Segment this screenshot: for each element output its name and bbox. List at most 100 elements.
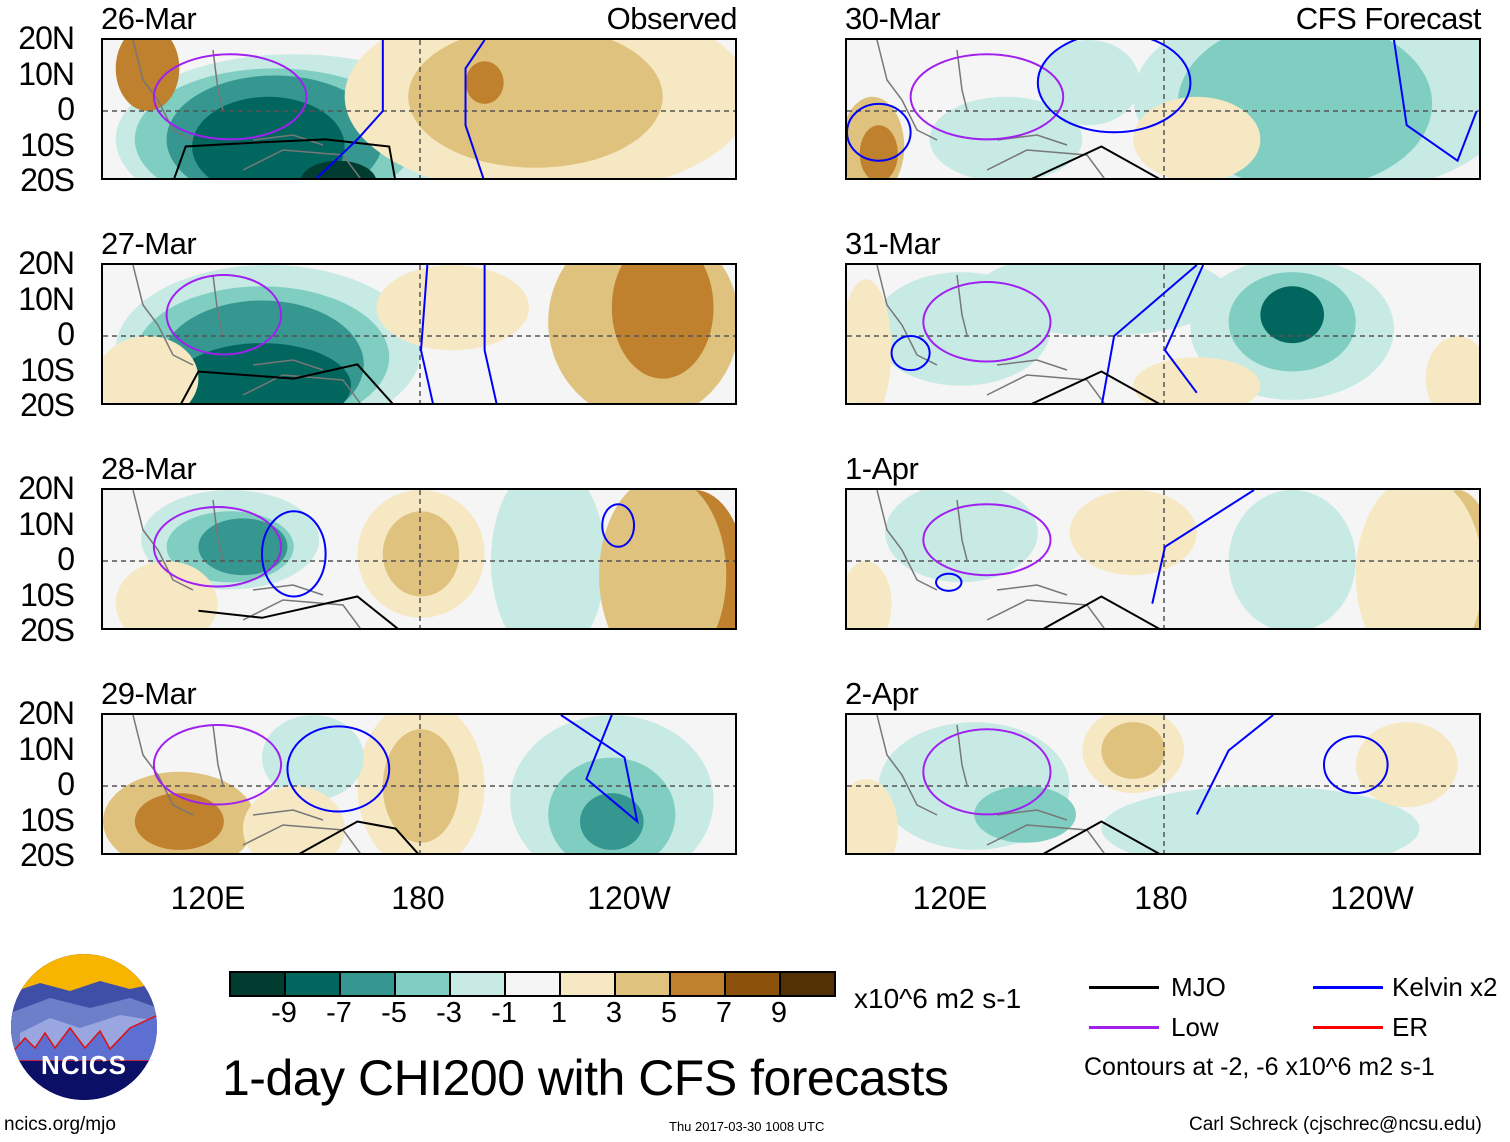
x-tick-label: 180 (391, 880, 445, 916)
y-tick-label: 20S (20, 612, 75, 648)
y-tick-label: 10N (18, 505, 75, 542)
contour-line (1031, 145, 1160, 178)
footer-url[interactable]: ncics.org/mjo (4, 1114, 116, 1135)
contour-line (935, 572, 963, 592)
colorbar-swatch (671, 973, 726, 995)
shading-region (490, 490, 606, 628)
y-tick-label: 20N (18, 470, 75, 506)
shading-region (599, 490, 727, 628)
contour-line (173, 138, 396, 178)
coastline (132, 490, 361, 628)
contour-line (152, 53, 308, 141)
colorbar-swatch (781, 973, 834, 995)
contour-line (1042, 595, 1160, 628)
contour-line (1101, 265, 1198, 403)
colorbar-swatch (616, 973, 671, 995)
shading-region (242, 786, 345, 853)
panel-date: 28-Mar (101, 451, 197, 486)
x-tick-label: 120E (912, 880, 988, 916)
shading-region (611, 265, 714, 379)
y-tick-label: 20S (20, 162, 75, 198)
panel-date: 31-Mar (845, 226, 941, 261)
y-tick-label: 0 (57, 766, 75, 802)
panel-source-label: Observed (606, 1, 738, 36)
contour-line (1163, 265, 1205, 394)
y-tick-label: 10N (18, 730, 75, 767)
legend-kelvin-label: Kelvin x2 (1392, 972, 1498, 1002)
shading-region (262, 715, 364, 801)
contour-line (483, 265, 498, 403)
panel-date: 2-Apr (845, 676, 919, 711)
contour-line (180, 363, 394, 403)
panel-date: 26-Mar (101, 1, 197, 36)
colorbar-tick-label: 1 (550, 997, 568, 1029)
shading-region (115, 40, 180, 111)
contour-line (847, 102, 912, 162)
y-tick-label: 0 (57, 91, 75, 127)
contour-line (198, 595, 399, 628)
legend-mjo-label: MJO (1171, 972, 1226, 1002)
map-panel-26-mar (101, 38, 737, 180)
colorbar-tick-label: -9 (271, 997, 297, 1029)
x-tick-label: 120E (170, 880, 246, 916)
map-panel-27-mar (101, 263, 737, 405)
shading-region (1069, 490, 1197, 576)
shading-region (1133, 96, 1261, 178)
contour-line (419, 265, 434, 403)
y-tick-label: 0 (57, 316, 75, 352)
contour-line (152, 506, 283, 588)
shading-region (859, 125, 898, 178)
colorbar-tick-label: 5 (660, 997, 678, 1029)
panel-source-label: CFS Forecast (1295, 1, 1482, 36)
map-panel-2-apr (845, 713, 1481, 855)
contour-line (601, 503, 636, 548)
shading-region (1355, 490, 1479, 628)
coastline (132, 40, 361, 178)
colorbar-swatch (726, 973, 781, 995)
contour-line (261, 510, 327, 598)
colorbar-tick-label: 7 (715, 997, 733, 1029)
y-tick-label: 20S (20, 837, 75, 873)
coastline (876, 265, 1105, 403)
contour-line (1031, 370, 1160, 403)
footer-timestamp: Thu 2017-03-30 1008 UTC (669, 1119, 825, 1134)
shading-region (172, 343, 352, 403)
colorbar (229, 971, 836, 997)
colorbar-swatch (231, 973, 286, 995)
contour-line (1392, 40, 1478, 163)
colorbar-swatch (341, 973, 396, 995)
shading-region (1101, 722, 1165, 779)
coastline (876, 715, 1105, 853)
y-tick-label: 20S (20, 387, 75, 423)
shading-region (1133, 357, 1261, 403)
legend-kelvin-line (1313, 986, 1383, 989)
contour-line (165, 273, 283, 356)
contour-line (298, 820, 419, 853)
colorbar-swatch (396, 973, 451, 995)
legend-low-line (1089, 1026, 1159, 1029)
shading-region (974, 265, 1229, 336)
panel-date: 27-Mar (101, 226, 197, 261)
colorbar-swatch (451, 973, 506, 995)
coastline (876, 490, 1105, 628)
y-tick-label: 10N (18, 280, 75, 317)
contour-line (1195, 715, 1274, 815)
ncics-logo: NCICS (10, 953, 158, 1101)
y-tick-label: 20N (18, 20, 75, 56)
colorbar-swatch (506, 973, 561, 995)
logo-text: NCICS (41, 1050, 127, 1080)
shading-region (382, 511, 460, 597)
contour-line (922, 503, 1052, 577)
contour-note: Contours at -2, -6 x10^6 m2 s-1 (1084, 1053, 1435, 1081)
y-tick-label: 10N (18, 55, 75, 92)
shading-region (580, 793, 644, 850)
panel-date: 1-Apr (845, 451, 919, 486)
contour-line (286, 725, 391, 813)
shading-region (465, 61, 504, 104)
map-panel-31-mar (845, 263, 1481, 405)
x-tick-label: 120W (1330, 880, 1414, 916)
map-panel-30-mar (845, 38, 1481, 180)
shading-region (974, 786, 1076, 843)
colorbar-tick-label: -5 (381, 997, 407, 1029)
map-panel-29-mar (101, 713, 737, 855)
